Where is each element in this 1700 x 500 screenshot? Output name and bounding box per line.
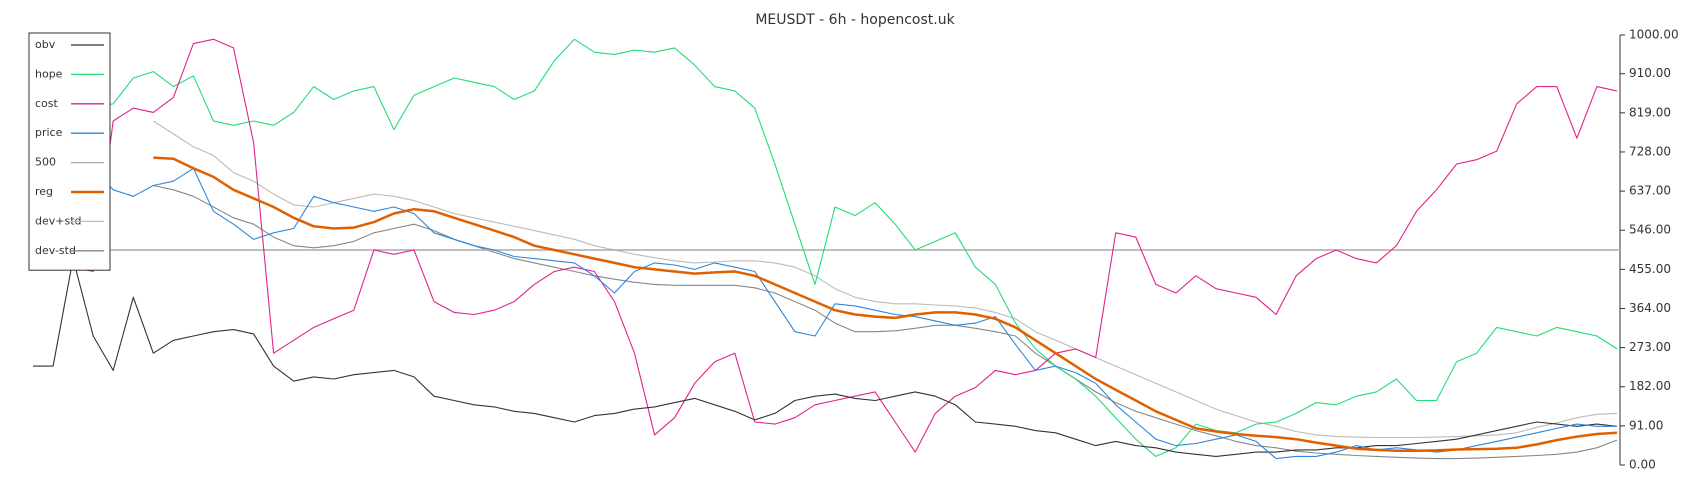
y-tick-label: 546.00 bbox=[1629, 223, 1671, 237]
legend: obv hope cost price 500 reg dev+std dev-std bbox=[28, 32, 111, 271]
y-tick-label: 182.00 bbox=[1629, 379, 1671, 393]
legend-box bbox=[28, 32, 111, 271]
series-line bbox=[153, 184, 1618, 460]
legend-label: price bbox=[35, 126, 63, 139]
y-tick-label: 91.00 bbox=[1629, 418, 1663, 432]
y-tick-label: 728.00 bbox=[1629, 144, 1671, 158]
legend-label: 500 bbox=[35, 156, 56, 169]
y-tick-label: 819.00 bbox=[1629, 105, 1671, 119]
series-line bbox=[153, 156, 1618, 453]
y-tick-label: 273.00 bbox=[1629, 340, 1671, 354]
legend-label: dev-std bbox=[35, 244, 76, 257]
legend-label: reg bbox=[35, 185, 53, 198]
series-line bbox=[32, 154, 1617, 460]
y-tick-label: 364.00 bbox=[1629, 301, 1671, 315]
y-tick-label: 1000.00 bbox=[1629, 28, 1679, 42]
y-tick-label: 455.00 bbox=[1629, 262, 1671, 276]
chart-title: MEUSDT - 6h - hopencost.uk bbox=[755, 12, 955, 28]
legend-label: dev+std bbox=[35, 214, 82, 227]
series-line bbox=[32, 38, 1618, 457]
series-line bbox=[32, 38, 1618, 453]
legend-label: cost bbox=[35, 97, 59, 110]
series-line bbox=[153, 120, 1618, 439]
legend-label: obv bbox=[35, 38, 56, 51]
y-tick-label: 0.00 bbox=[1629, 458, 1656, 472]
y-tick-label: 637.00 bbox=[1629, 184, 1671, 198]
legend-label: hope bbox=[35, 67, 63, 80]
y-tick-label: 910.00 bbox=[1629, 66, 1671, 80]
series-line bbox=[33, 258, 1618, 457]
